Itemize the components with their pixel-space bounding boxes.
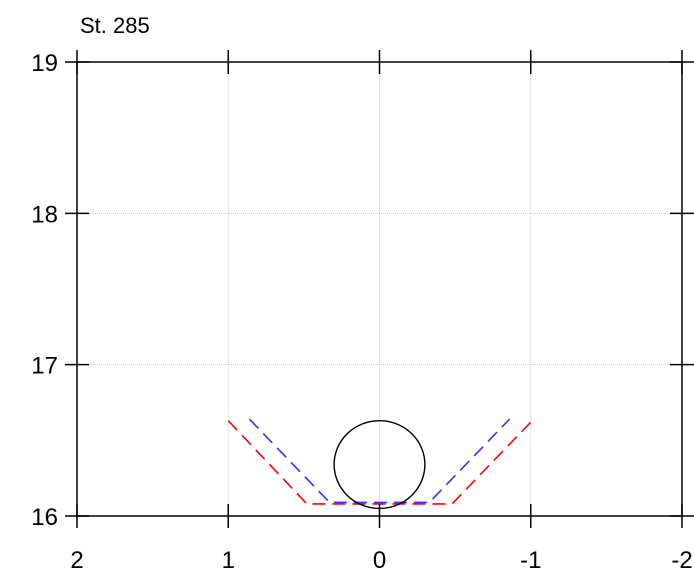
x-tick-label: 1 <box>222 547 235 574</box>
y-tick-label: 18 <box>31 201 58 228</box>
series-line-2 <box>227 420 532 505</box>
y-tick-label: 19 <box>31 50 58 77</box>
y-tick-label: 17 <box>31 353 58 380</box>
y-tick-label: 16 <box>31 504 58 531</box>
x-tick-label: -1 <box>520 547 541 574</box>
grid <box>77 62 682 516</box>
series-line-1 <box>248 418 511 504</box>
chart-title: St. 285 <box>80 13 150 38</box>
x-tick-label: 2 <box>70 547 83 574</box>
x-tick-label: 0 <box>373 547 386 574</box>
ticks: 2 1 0 -1 -2 16 17 18 19 <box>31 50 694 574</box>
x-tick-label: -2 <box>671 547 692 574</box>
